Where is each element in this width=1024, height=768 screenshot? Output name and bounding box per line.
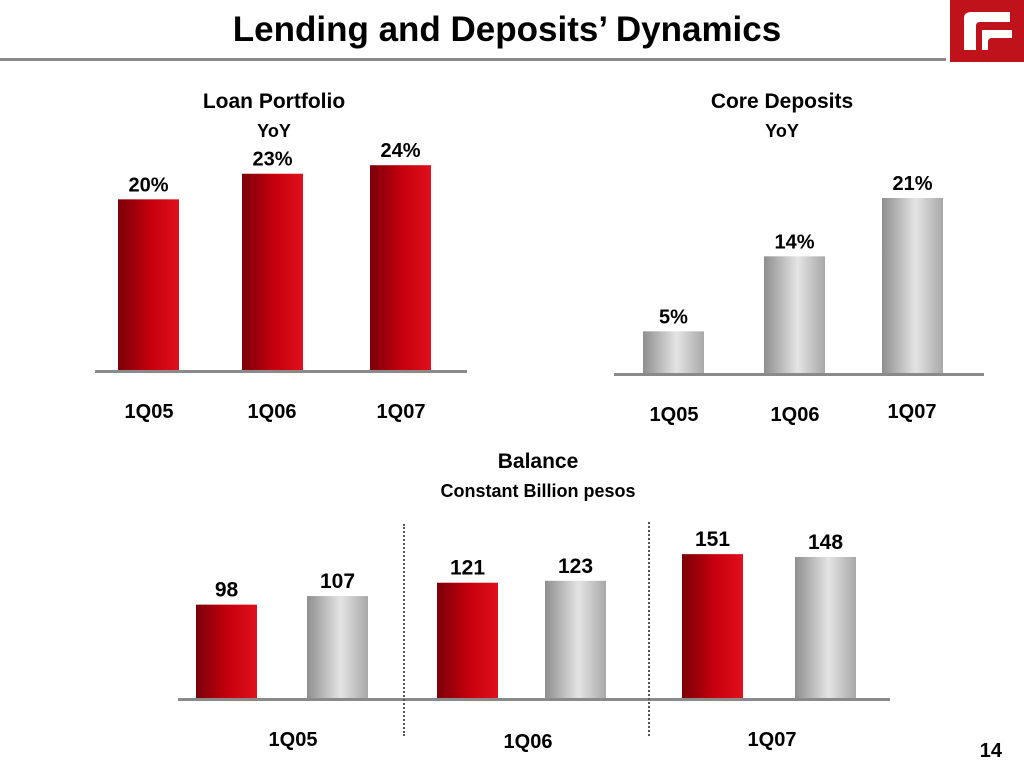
group-separator xyxy=(648,522,650,736)
category-label-1q05: 1Q05 xyxy=(125,401,174,423)
bar-1q05-series-1 xyxy=(196,604,257,698)
balance-chart: 98 121 151 107 123 148 1Q05 1Q06 1Q07 xyxy=(178,528,890,753)
balance-chart-subtitle: Constant Billion pesos xyxy=(440,481,636,501)
data-label: 20% xyxy=(128,174,168,196)
bar-1q05 xyxy=(118,199,179,370)
deposits-chart-title: Core Deposits xyxy=(710,90,854,113)
bar-1q07 xyxy=(370,165,431,370)
bar-1q06-series-2 xyxy=(545,580,606,698)
balance-chart-title: Balance xyxy=(497,450,579,473)
title-rule xyxy=(0,58,946,61)
category-label-1q05: 1Q05 xyxy=(650,404,699,426)
bar-1q07-series-2 xyxy=(795,557,856,698)
slide-number: 14 xyxy=(979,740,1002,762)
data-label: 148 xyxy=(808,531,843,554)
category-label-1q07: 1Q07 xyxy=(748,729,797,751)
loan-portfolio-chart: 20% 23% 24% 1Q05 1Q06 1Q07 xyxy=(95,140,467,423)
loan-chart-subtitle: YoY xyxy=(257,121,291,141)
deposits-chart-subtitle: YoY xyxy=(765,121,799,141)
data-label: 107 xyxy=(320,570,355,593)
data-label: 5% xyxy=(659,306,688,328)
data-label: 98 xyxy=(215,579,239,602)
bank-logo-icon xyxy=(950,0,1024,62)
bar-1q06-series-1 xyxy=(437,582,498,698)
bar-1q06 xyxy=(764,256,825,373)
category-label-1q06: 1Q06 xyxy=(771,404,820,426)
data-label: 14% xyxy=(774,231,814,253)
bar-1q07-series-1 xyxy=(682,554,743,698)
data-label: 151 xyxy=(695,528,730,551)
bar-1q05-series-2 xyxy=(307,596,368,698)
group-separator xyxy=(403,524,405,736)
bar-1q06 xyxy=(242,173,303,370)
loan-chart-title: Loan Portfolio xyxy=(202,90,346,113)
category-label-1q06: 1Q06 xyxy=(504,731,553,753)
category-label-1q06: 1Q06 xyxy=(248,401,297,423)
category-label-1q07: 1Q07 xyxy=(888,401,937,423)
data-label: 23% xyxy=(252,149,292,171)
bar-1q07 xyxy=(882,198,943,373)
page-title: Lending and Deposits’ Dynamics xyxy=(232,10,782,49)
category-label-1q07: 1Q07 xyxy=(377,401,426,423)
data-label: 121 xyxy=(450,557,485,580)
data-label: 21% xyxy=(892,173,932,195)
category-label-1q05: 1Q05 xyxy=(269,729,318,751)
bar-1q05 xyxy=(643,331,704,373)
data-label: 123 xyxy=(558,555,593,578)
core-deposits-chart: 5% 14% 21% 1Q05 1Q06 1Q07 xyxy=(614,173,984,426)
data-label: 24% xyxy=(380,140,420,162)
